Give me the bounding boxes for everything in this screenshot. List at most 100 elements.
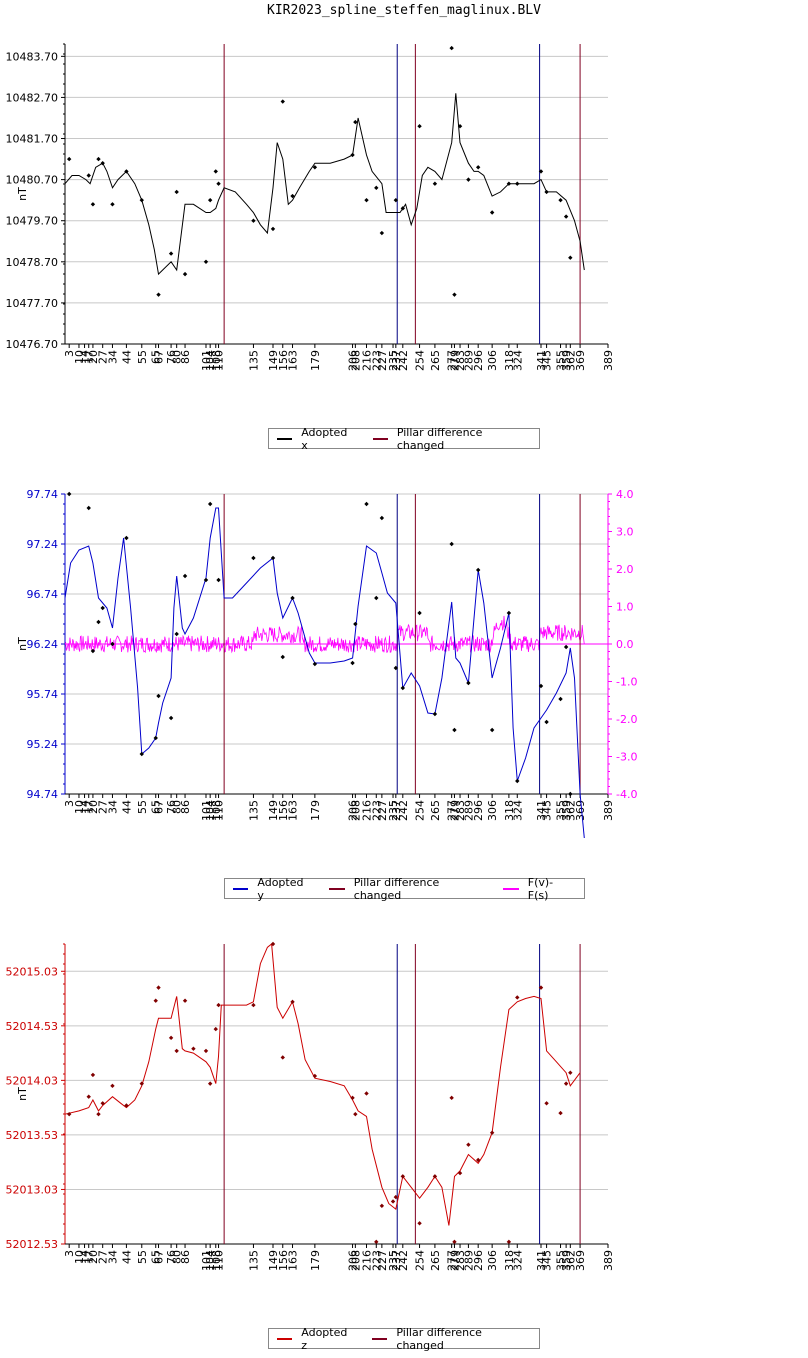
x-tick-label: 389 bbox=[602, 1250, 615, 1271]
y2-tick-label: 3.0 bbox=[616, 526, 634, 539]
legend-x: Adopted x Pillar difference changed bbox=[268, 426, 540, 452]
data-point bbox=[449, 541, 454, 547]
data-point bbox=[393, 1194, 399, 1200]
x-tick-label: 283 bbox=[454, 1250, 467, 1271]
data-point bbox=[475, 165, 481, 170]
data-point bbox=[207, 1081, 213, 1086]
x-tick-label: 3 bbox=[63, 1250, 76, 1257]
legend-item-pillar-y: Pillar difference changed bbox=[329, 876, 485, 902]
y-tick-label: 97.24 bbox=[27, 538, 59, 551]
data-point bbox=[312, 1073, 318, 1079]
x-tick-label: 324 bbox=[511, 350, 524, 371]
x-tick-label: 10 bbox=[73, 350, 86, 364]
x-tick-label: 67 bbox=[153, 350, 166, 364]
x-tick-label: 283 bbox=[454, 800, 467, 821]
data-point bbox=[203, 1048, 209, 1054]
data-point bbox=[86, 505, 91, 511]
data-point bbox=[280, 1055, 285, 1060]
data-point bbox=[251, 218, 256, 223]
x-tick-label: 86 bbox=[179, 800, 192, 814]
x-tick-label: 80 bbox=[171, 800, 184, 814]
data-point bbox=[432, 181, 438, 186]
data-point bbox=[466, 680, 471, 686]
data-point bbox=[153, 998, 158, 1003]
x-tick-label: 237 bbox=[390, 350, 403, 371]
x-tick-label: 208 bbox=[349, 800, 362, 821]
data-point bbox=[156, 985, 161, 990]
data-point bbox=[506, 1239, 512, 1245]
x-tick-label: 355 bbox=[555, 1250, 568, 1271]
y2-tick-label: -2.0 bbox=[616, 713, 637, 726]
y-tick-label: 10482.70 bbox=[6, 91, 59, 104]
data-point bbox=[182, 271, 188, 277]
x-tick-label: 156 bbox=[277, 800, 290, 821]
x-tick-label: 235 bbox=[387, 800, 400, 821]
x-tick-label: 65 bbox=[150, 800, 163, 814]
data-point bbox=[466, 177, 471, 182]
x-tick-label: 324 bbox=[511, 1250, 524, 1271]
data-point bbox=[538, 985, 544, 990]
data-point bbox=[364, 501, 369, 507]
data-point bbox=[174, 631, 179, 637]
x-tick-label: 277 bbox=[446, 1250, 459, 1271]
data-point bbox=[515, 995, 520, 1000]
x-tick-label: 296 bbox=[472, 800, 485, 821]
y-tick-label: 52013.53 bbox=[6, 1129, 59, 1142]
x-tick-label: 223 bbox=[370, 800, 383, 821]
data-point bbox=[270, 555, 276, 561]
x-tick-label: 17 bbox=[83, 350, 96, 364]
y-tick-label: 10481.70 bbox=[6, 133, 59, 146]
data-point bbox=[124, 535, 129, 541]
y-tick-label: 52012.53 bbox=[6, 1238, 59, 1251]
data-point bbox=[568, 255, 573, 260]
legend-label-adopted-z: Adopted z bbox=[301, 1325, 348, 1352]
y-tick-label: 52015.03 bbox=[6, 965, 59, 978]
x-tick-label: 80 bbox=[171, 350, 184, 364]
data-point bbox=[515, 181, 520, 186]
data-point bbox=[353, 621, 358, 627]
chart-x: 10483.70 10482.70 10481.70 10480.70 10479.70… bbox=[6, 43, 615, 371]
data-point bbox=[156, 292, 161, 297]
data-point bbox=[66, 156, 72, 162]
data-point bbox=[139, 1081, 144, 1086]
x-tick-label: 76 bbox=[165, 350, 178, 364]
data-point bbox=[182, 998, 188, 1003]
data-point bbox=[449, 1095, 454, 1101]
x-tick-label: 362 bbox=[564, 350, 577, 371]
legend-z: Adopted z Pillar difference changed bbox=[268, 1326, 540, 1352]
x-tick-label: 237 bbox=[390, 1250, 403, 1271]
y-tick-label: 97.74 bbox=[27, 488, 59, 501]
data-point bbox=[506, 610, 512, 616]
y2-tick-label: 1.0 bbox=[616, 601, 634, 614]
x-tick-label: 206 bbox=[347, 350, 360, 371]
x-tick-label: 279 bbox=[448, 800, 461, 821]
data-point bbox=[213, 169, 218, 174]
data-point bbox=[353, 1111, 358, 1117]
series-line-main bbox=[64, 93, 585, 276]
data-point bbox=[466, 1142, 471, 1147]
data-point bbox=[350, 152, 355, 158]
data-point bbox=[538, 683, 544, 689]
x-tick-label: 345 bbox=[541, 1250, 554, 1271]
legend-swatch-pillar-z bbox=[372, 1337, 388, 1340]
y-tick-label: 95.74 bbox=[27, 688, 59, 701]
x-tick-label: 206 bbox=[347, 1250, 360, 1271]
data-point bbox=[350, 660, 355, 666]
x-tick-label: 254 bbox=[414, 1250, 427, 1271]
data-point bbox=[400, 206, 406, 211]
x-tick-label: 355 bbox=[555, 800, 568, 821]
x-tick-label: 65 bbox=[150, 350, 163, 364]
data-point bbox=[379, 1203, 385, 1209]
x-tick-label: 369 bbox=[574, 350, 587, 371]
data-point bbox=[379, 515, 385, 521]
data-point bbox=[374, 595, 379, 601]
legend-label-fdiff: F(v)-F(s) bbox=[527, 875, 554, 902]
x-tick-label: 254 bbox=[414, 800, 427, 821]
data-point bbox=[153, 735, 158, 741]
legend-item-adopted-z: Adopted z bbox=[277, 1326, 354, 1352]
x-tick-label: 242 bbox=[397, 350, 410, 371]
data-point bbox=[417, 1221, 422, 1226]
x-tick-label: 27 bbox=[97, 350, 110, 364]
data-point bbox=[400, 685, 406, 691]
x-tick-label: 341 bbox=[535, 1250, 548, 1271]
